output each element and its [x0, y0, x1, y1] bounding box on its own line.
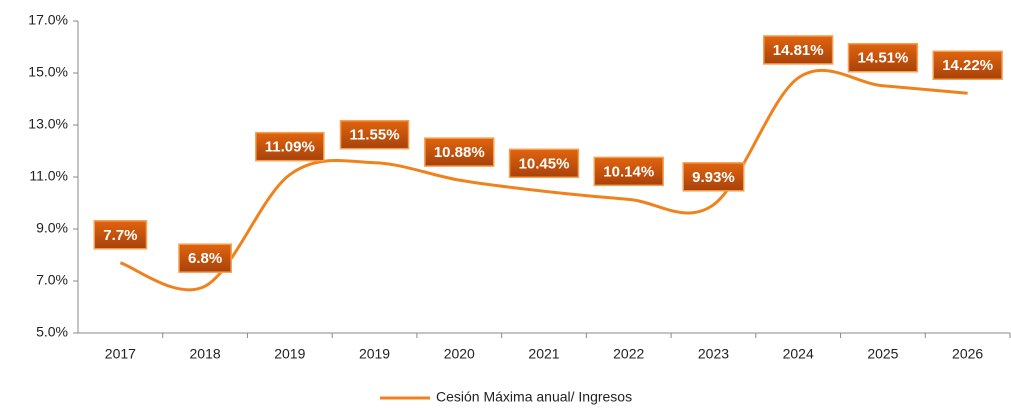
value-label-box: [932, 50, 1003, 81]
value-label: 6.8%: [188, 250, 222, 267]
value-label: 9.93%: [692, 169, 735, 186]
x-tick-label: 2021: [528, 346, 559, 362]
value-label-group: 9.93%: [682, 162, 745, 192]
y-tick-label: 5.0%: [36, 324, 68, 340]
value-label: 7.7%: [103, 227, 137, 244]
x-tick-label: 2023: [698, 346, 729, 362]
value-label-box: [93, 220, 148, 250]
x-tick-label: 2022: [613, 346, 644, 362]
value-label: 11.55%: [350, 127, 400, 144]
x-tick-label: 2017: [105, 346, 136, 362]
value-label: 10.88%: [434, 144, 485, 161]
value-label-group: 10.45%: [508, 148, 580, 179]
x-tick-label: 2025: [867, 346, 898, 362]
value-label-group: 14.81%: [762, 35, 834, 65]
x-tick-label: 2024: [783, 346, 814, 362]
y-tick-label: 17.0%: [28, 12, 68, 28]
x-tick-label: 2026: [952, 346, 983, 362]
value-label: 10.14%: [603, 163, 654, 180]
value-label-box: [178, 243, 232, 273]
legend-label: Cesión Máxima anual/ Ingresos: [436, 389, 632, 405]
x-tick-label: 2019: [359, 346, 390, 362]
value-label-group: 14.51%: [847, 42, 919, 73]
value-label: 11.09%: [265, 139, 315, 156]
y-tick-label: 7.0%: [36, 272, 68, 288]
value-label-box: [682, 162, 745, 192]
y-tick-label: 15.0%: [28, 64, 68, 80]
x-tick-label: 2019: [274, 346, 305, 362]
value-label-box: [339, 119, 410, 150]
value-label: 14.22%: [942, 57, 993, 74]
y-tick-label: 13.0%: [28, 116, 68, 132]
x-tick-label: 2018: [190, 346, 221, 362]
y-tick-label: 11.0%: [29, 168, 68, 184]
value-label-box: [255, 131, 325, 162]
value-label: 14.81%: [773, 42, 824, 59]
value-label: 10.45%: [519, 155, 570, 172]
value-label-group: 11.09%: [255, 131, 325, 162]
line: [119, 68, 968, 292]
y-tick-label: 9.0%: [36, 220, 68, 236]
value-label-group: 14.22%: [932, 50, 1003, 81]
value-label-box: [593, 156, 664, 187]
value-label-box: [424, 137, 495, 167]
x-tick-label: 2020: [444, 346, 475, 362]
value-label-box: [847, 42, 919, 73]
value-label-group: 10.14%: [593, 156, 664, 187]
value-label: 14.51%: [857, 50, 908, 67]
value-label-box: [762, 35, 834, 65]
value-label-group: 6.8%: [178, 243, 232, 273]
value-label-group: 7.7%: [93, 220, 148, 250]
value-label-group: 10.88%: [424, 137, 495, 167]
value-label-box: [508, 148, 580, 179]
value-label-group: 11.55%: [339, 119, 410, 150]
